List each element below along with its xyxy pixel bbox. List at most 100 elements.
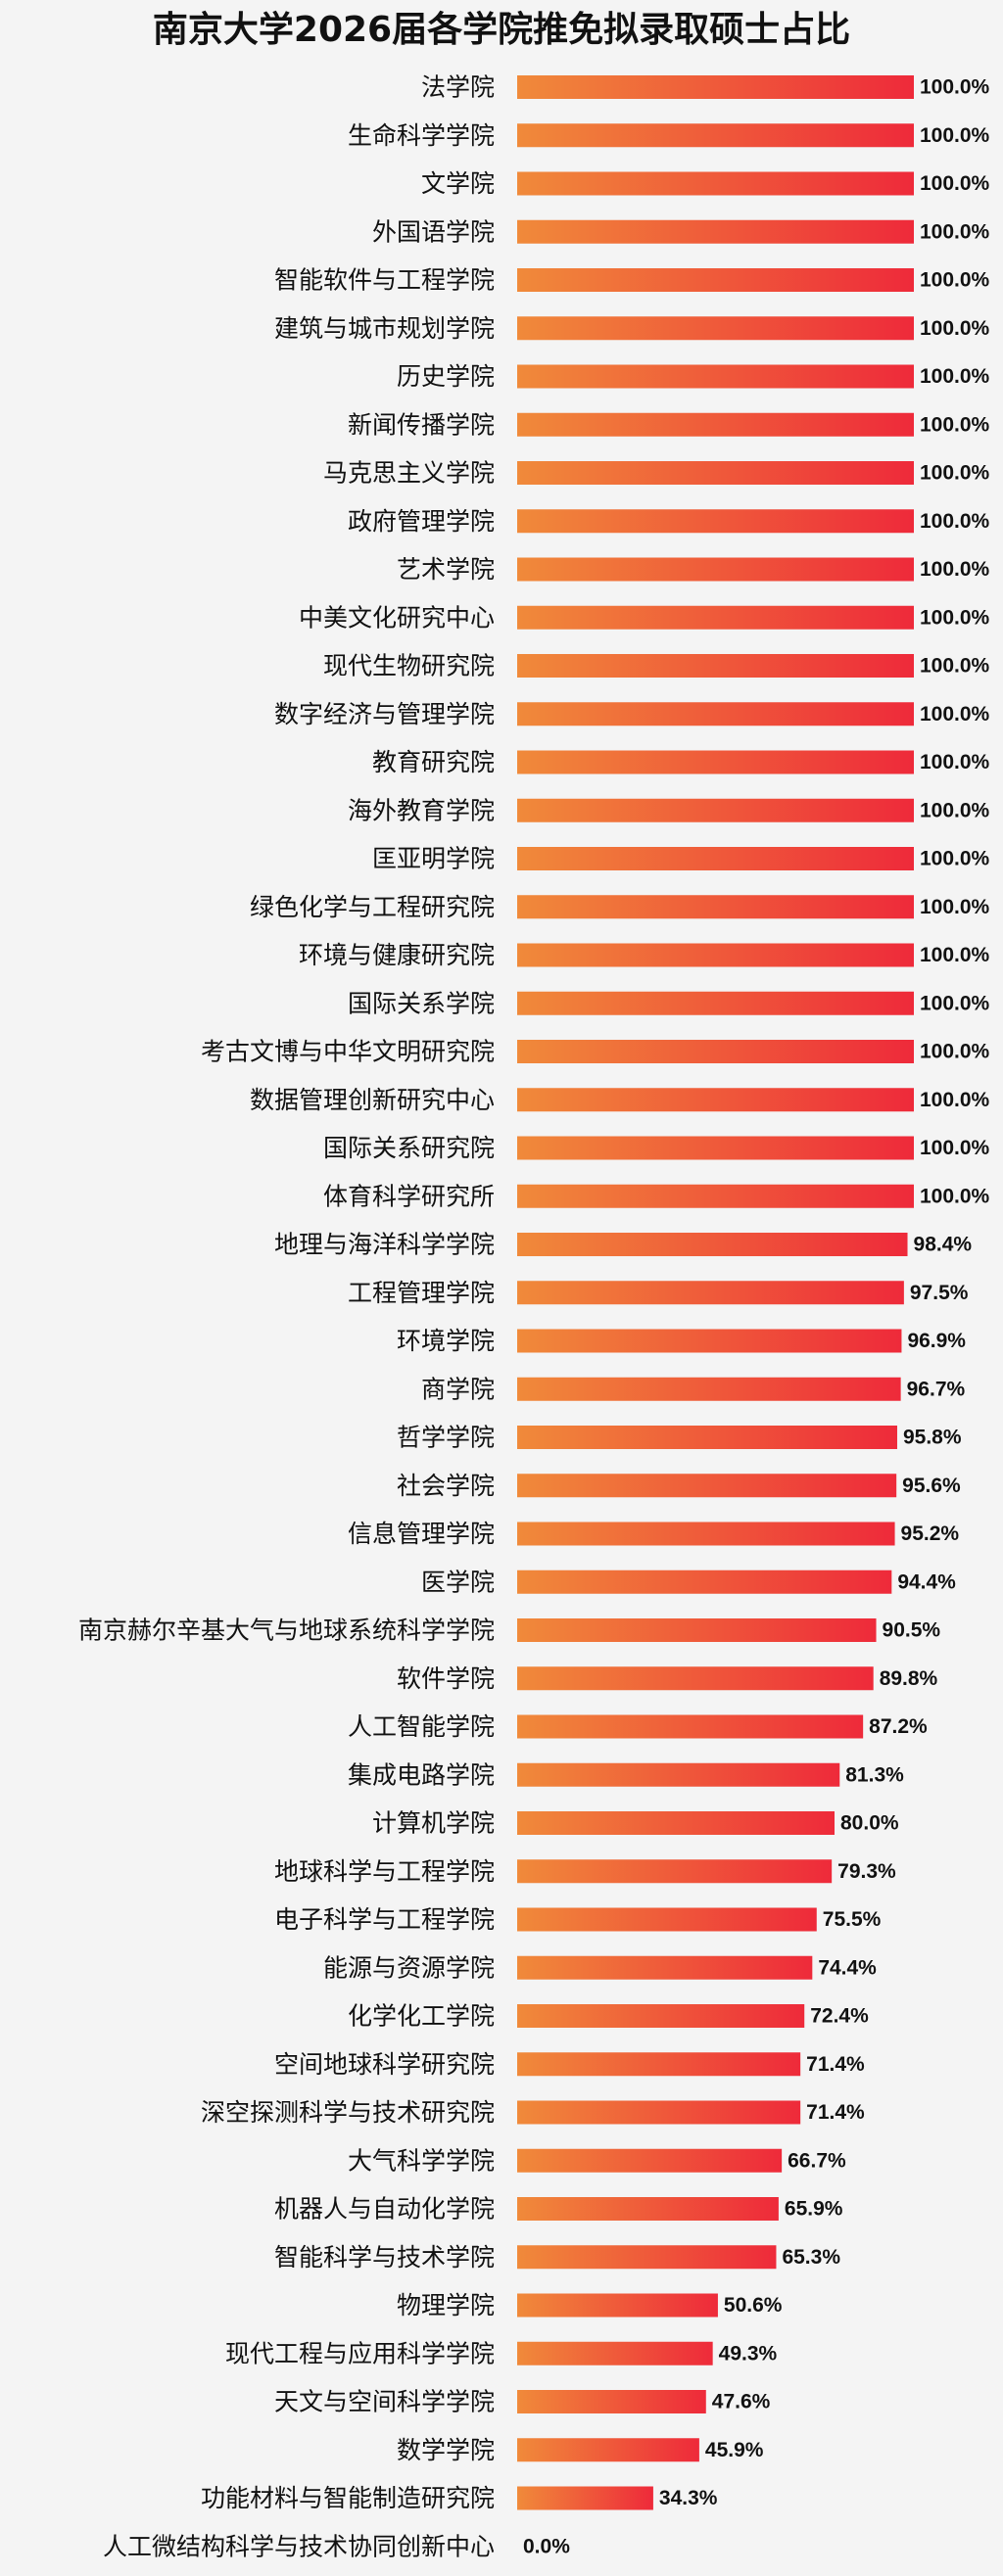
value-label: 100.0% <box>920 76 990 99</box>
bar <box>517 798 914 822</box>
category-label: 大气科学学院 <box>348 2146 495 2175</box>
value-label: 81.3% <box>845 1763 904 1786</box>
category-label: 计算机学院 <box>372 1809 495 1838</box>
category-label: 人工微结构科学与技术协同创新中心 <box>103 2532 495 2560</box>
value-label: 100.0% <box>920 1185 990 1207</box>
category-label: 化学化工学院 <box>348 2002 495 2031</box>
category-label: 电子科学与工程学院 <box>274 1905 495 1934</box>
value-label: 100.0% <box>920 510 990 533</box>
category-label: 现代工程与应用科学学院 <box>225 2339 495 2367</box>
value-label: 100.0% <box>920 220 990 243</box>
category-label: 人工智能学院 <box>348 1712 495 1741</box>
value-label: 49.3% <box>719 2342 778 2365</box>
category-label: 商学院 <box>421 1375 495 1403</box>
value-label: 100.0% <box>920 172 990 195</box>
value-label: 100.0% <box>920 799 990 821</box>
category-label: 马克思主义学院 <box>323 459 495 488</box>
category-label: 考古文博与中华文明研究院 <box>201 1038 495 1066</box>
value-label: 66.7% <box>788 2149 846 2172</box>
value-label: 100.0% <box>920 1089 990 1111</box>
bar <box>517 1569 892 1594</box>
value-label: 100.0% <box>920 558 990 581</box>
bar <box>517 2100 801 2125</box>
value-label: 100.0% <box>920 1041 990 1063</box>
value-label: 34.3% <box>659 2487 718 2509</box>
bar <box>517 1666 874 1691</box>
category-label: 新闻传播学院 <box>348 410 495 439</box>
bar <box>517 1184 914 1208</box>
category-label: 地球科学与工程学院 <box>274 1857 495 1886</box>
bar <box>517 2438 699 2462</box>
value-label: 50.6% <box>724 2294 783 2317</box>
bar <box>517 1233 908 1256</box>
category-label: 哲学学院 <box>397 1424 495 1452</box>
bar <box>517 268 914 292</box>
value-label: 79.3% <box>837 1860 896 1883</box>
value-label: 95.8% <box>903 1427 962 1449</box>
bar <box>517 895 914 919</box>
value-label: 100.0% <box>920 365 990 388</box>
category-label: 匡亚明学院 <box>372 845 495 873</box>
category-label: 法学院 <box>421 73 495 102</box>
category-label: 南京赫尔辛基大气与地球系统科学学院 <box>78 1616 495 1645</box>
value-label: 90.5% <box>883 1619 941 1642</box>
bar <box>517 702 914 726</box>
bar <box>517 750 914 774</box>
value-label: 100.0% <box>920 317 990 340</box>
bar <box>517 1040 914 1063</box>
bar <box>517 2004 805 2028</box>
value-label: 80.0% <box>840 1812 899 1835</box>
value-label: 74.4% <box>818 1956 877 1979</box>
bar <box>517 412 914 437</box>
category-label: 机器人与自动化学院 <box>274 2195 495 2224</box>
bar <box>517 171 914 196</box>
bar <box>517 654 914 678</box>
category-label: 能源与资源学院 <box>323 1953 495 1982</box>
category-label: 医学院 <box>421 1568 495 1596</box>
value-label: 100.0% <box>920 944 990 966</box>
category-label: 空间地球科学研究院 <box>274 2050 495 2079</box>
bar <box>517 1955 813 1980</box>
category-label: 工程管理学院 <box>348 1279 495 1307</box>
value-label: 89.8% <box>880 1667 938 1690</box>
bar <box>517 2341 713 2365</box>
category-label: 海外教育学院 <box>348 796 495 824</box>
bar <box>517 943 914 967</box>
category-label: 社会学院 <box>397 1472 495 1500</box>
value-label: 100.0% <box>920 413 990 436</box>
value-label: 47.6% <box>712 2391 771 2413</box>
bar <box>517 1522 895 1546</box>
value-label: 75.5% <box>823 1908 882 1931</box>
bar <box>517 1329 902 1353</box>
value-label: 95.2% <box>901 1522 960 1545</box>
value-label: 100.0% <box>920 655 990 678</box>
bar <box>517 2148 783 2173</box>
value-label: 100.0% <box>920 462 990 485</box>
category-label: 数学学院 <box>397 2436 495 2464</box>
value-label: 0.0% <box>523 2535 570 2557</box>
category-label: 教育研究院 <box>372 748 495 776</box>
bar <box>517 509 914 534</box>
chart-title: 南京大学2026届各学院推免拟录取硕士占比 <box>152 10 851 50</box>
bar <box>517 1762 840 1787</box>
category-label: 生命科学学院 <box>348 121 495 150</box>
category-label: 深空探测科学与技术研究院 <box>201 2098 495 2127</box>
bar <box>517 605 914 630</box>
category-label: 物理学院 <box>397 2291 495 2319</box>
value-label: 96.7% <box>907 1378 966 1400</box>
category-label: 绿色化学与工程研究院 <box>250 893 495 921</box>
bar <box>517 2390 706 2413</box>
value-label: 45.9% <box>705 2439 764 2461</box>
value-label: 100.0% <box>920 751 990 773</box>
category-label: 数据管理创新研究中心 <box>250 1086 495 1114</box>
value-label: 97.5% <box>910 1282 969 1304</box>
value-label: 95.6% <box>902 1475 961 1497</box>
value-label: 65.9% <box>785 2198 843 2221</box>
category-label: 体育科学研究所 <box>323 1182 495 1210</box>
bar <box>517 2245 777 2270</box>
value-label: 100.0% <box>920 703 990 726</box>
bar <box>517 847 914 870</box>
category-label: 国际关系学院 <box>348 989 495 1017</box>
bar <box>517 2293 718 2318</box>
